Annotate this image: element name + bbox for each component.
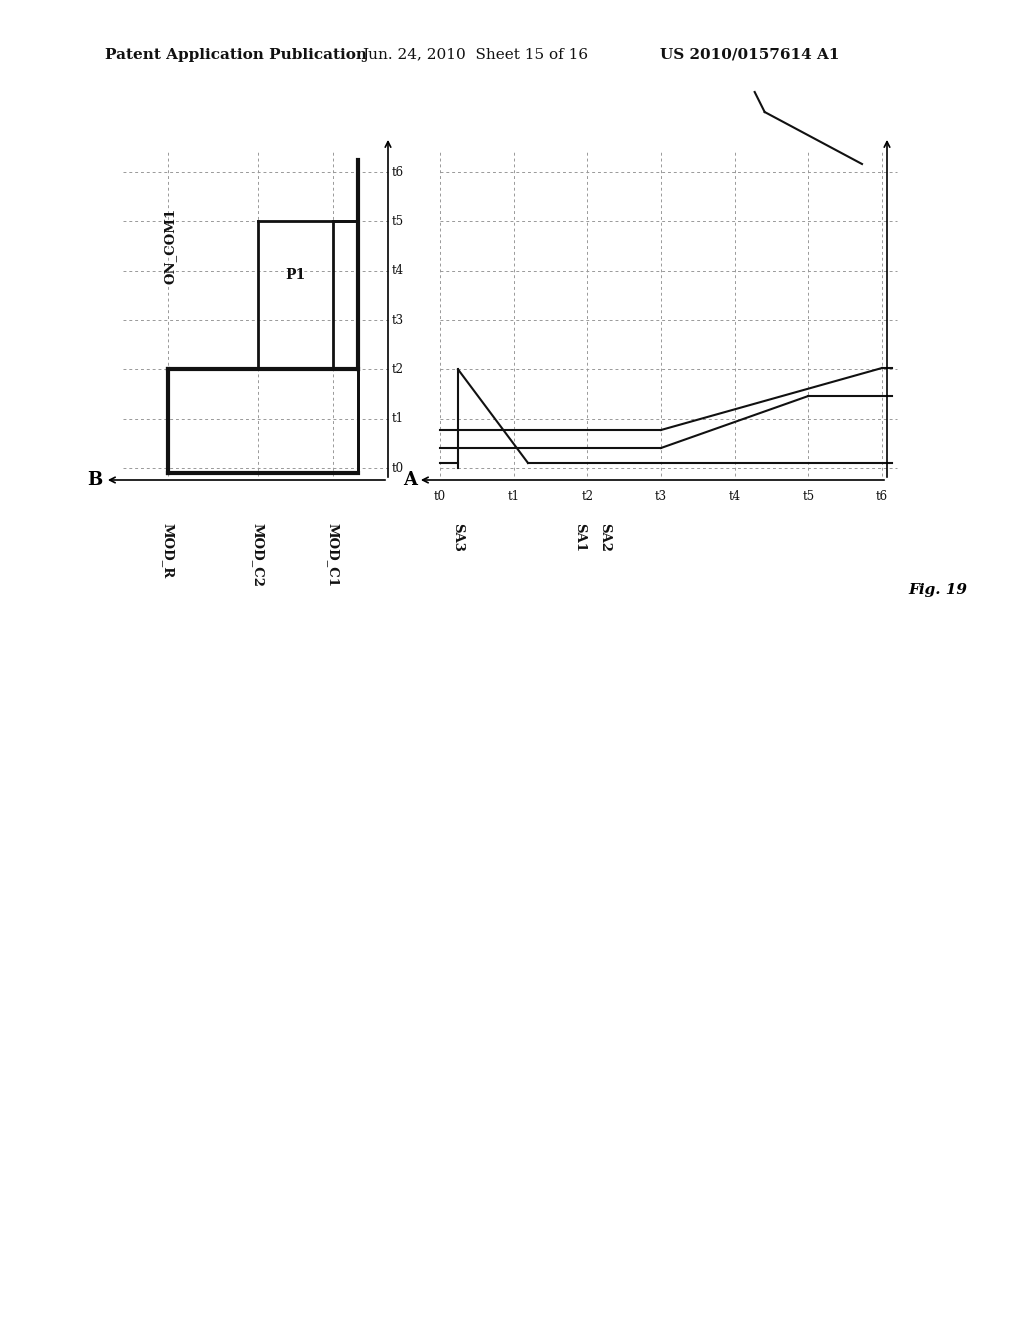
Text: MOD_R: MOD_R	[162, 523, 174, 578]
Text: t1: t1	[392, 412, 404, 425]
Text: t0: t0	[392, 462, 404, 474]
Text: MOD_C1: MOD_C1	[327, 523, 340, 587]
Text: SA3: SA3	[452, 523, 465, 552]
Text: Patent Application Publication: Patent Application Publication	[105, 48, 367, 62]
Text: t2: t2	[582, 490, 593, 503]
Text: SA1: SA1	[573, 523, 587, 552]
Text: SA2: SA2	[598, 523, 611, 552]
Text: Jun. 24, 2010  Sheet 15 of 16: Jun. 24, 2010 Sheet 15 of 16	[362, 48, 588, 62]
Text: t3: t3	[392, 314, 404, 326]
Text: t4: t4	[392, 264, 404, 277]
Text: t5: t5	[802, 490, 814, 503]
Text: ON_COM1: ON_COM1	[164, 209, 176, 284]
Text: A: A	[403, 471, 417, 488]
Text: MOD_C2: MOD_C2	[252, 523, 264, 587]
Text: B: B	[87, 471, 102, 488]
Text: t6: t6	[392, 165, 404, 178]
Text: Fig. 19: Fig. 19	[908, 583, 967, 597]
Text: t4: t4	[729, 490, 740, 503]
Text: t3: t3	[655, 490, 667, 503]
Text: t2: t2	[392, 363, 404, 376]
Text: P1: P1	[286, 268, 305, 282]
Text: t5: t5	[392, 215, 404, 228]
Text: US 2010/0157614 A1: US 2010/0157614 A1	[660, 48, 840, 62]
Text: t6: t6	[876, 490, 888, 503]
Text: t0: t0	[434, 490, 446, 503]
Text: t1: t1	[508, 490, 519, 503]
